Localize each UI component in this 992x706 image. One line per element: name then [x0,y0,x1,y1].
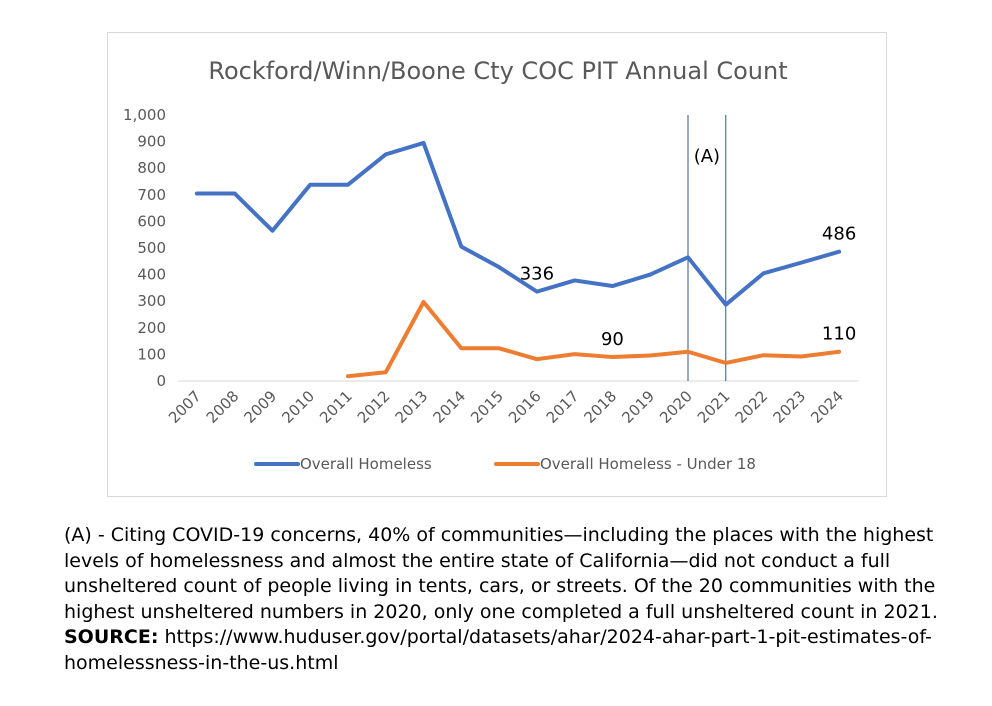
x-tick-label: 2022 [732,387,772,427]
y-tick-label: 400 [137,266,166,284]
x-tick-label: 2013 [392,387,432,427]
y-tick-label: 900 [137,133,166,151]
y-tick-label: 1,000 [123,106,166,124]
data-labels: 336 486 90 110 [520,224,857,350]
x-tick-label: 2012 [354,387,394,427]
x-tick-label: 2017 [543,387,583,427]
y-tick-label: 300 [137,292,166,310]
x-tick-label: 2019 [618,387,658,427]
data-label: 90 [601,329,624,350]
x-tick-label: 2020 [656,387,696,427]
chart-frame: Rockford/Winn/Boone Cty COC PIT Annual C… [107,32,887,497]
data-label: 336 [520,264,554,285]
y-tick-label: 800 [137,159,166,177]
x-tick-label: 2023 [769,387,809,427]
footnote-text: (A) - Citing COVID-19 concerns, 40% of c… [64,524,938,623]
annotation-label: (A) [694,146,720,167]
x-tick-label: 2016 [505,387,545,427]
legend: Overall Homeless Overall Homeless - Under… [254,455,756,473]
x-tick-label: 2008 [203,387,243,427]
x-axis: 2007200820092010201120122013201420152016… [165,380,858,427]
x-tick-label: 2010 [278,387,318,427]
source-url: https://www.huduser.gov/portal/datasets/… [64,626,932,674]
series-line-under-18 [346,300,842,379]
y-tick-label: 100 [137,345,166,363]
annotation-region: (A) [687,115,727,381]
x-tick-label: 2018 [581,387,621,427]
footnote: (A) - Citing COVID-19 concerns, 40% of c… [64,523,984,676]
x-tick-label: 2024 [807,387,847,427]
chart-title: Rockford/Winn/Boone Cty COC PIT Annual C… [208,57,787,85]
x-tick-label: 2021 [694,387,734,427]
line-chart: Rockford/Winn/Boone Cty COC PIT Annual C… [123,57,858,473]
series-lines [194,140,842,379]
x-tick-label: 2014 [429,387,469,427]
x-tick-label: 2009 [241,387,281,427]
y-tick-label: 200 [137,319,166,337]
y-tick-label: 0 [156,372,166,390]
y-tick-label: 600 [137,212,166,230]
source-label: SOURCE: [64,626,159,648]
y-tick-label: 700 [137,186,166,204]
legend-label: Overall Homeless - Under 18 [540,455,756,473]
data-label: 110 [822,324,856,345]
data-label: 486 [822,224,856,245]
x-tick-label: 2011 [316,387,356,427]
series-line-overall-homeless [194,140,842,307]
x-tick-label: 2007 [165,387,205,427]
legend-label: Overall Homeless [300,455,432,473]
y-axis: 0 100 200 300 400 500 600 700 800 900 1,000 [123,106,166,390]
y-tick-label: 500 [137,239,166,257]
x-tick-label: 2015 [467,387,507,427]
